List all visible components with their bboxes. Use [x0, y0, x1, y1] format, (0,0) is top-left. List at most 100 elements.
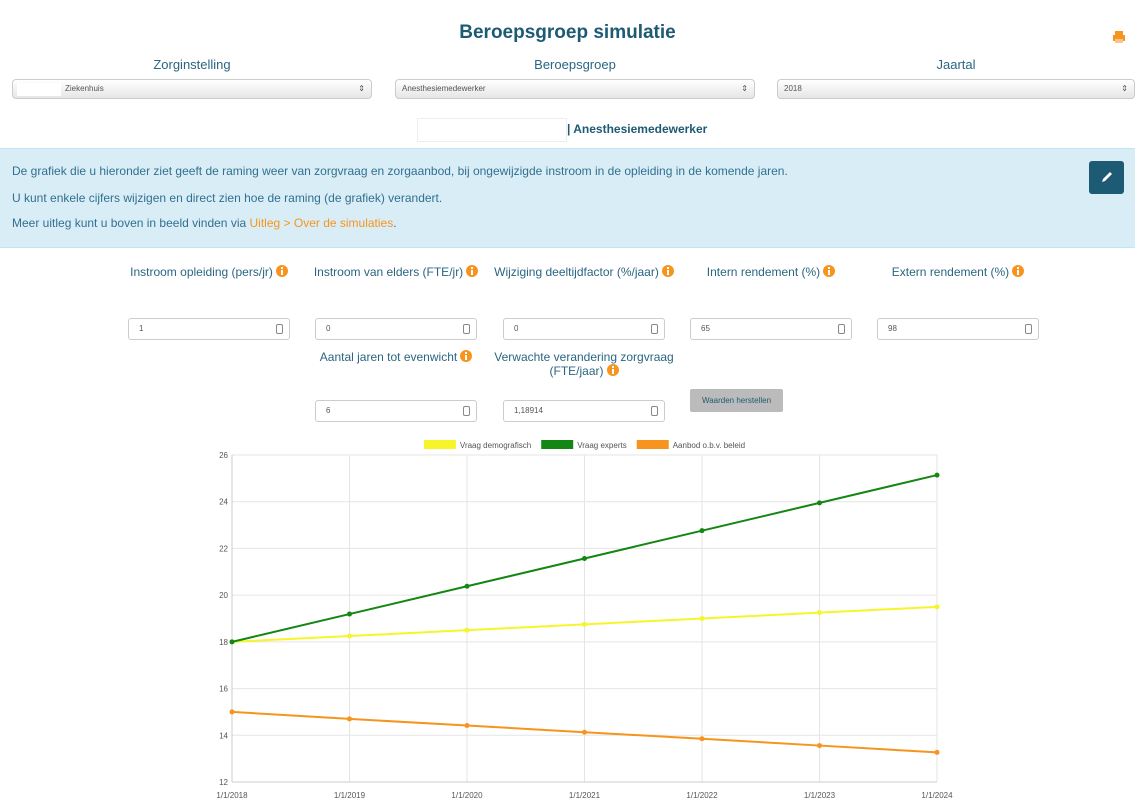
input-label-text: Extern rendement (%)	[891, 265, 1010, 279]
point	[934, 604, 940, 610]
info-line: Meer uitleg kunt u boven in beeld vinden…	[12, 216, 397, 230]
selector-label: Jaartal	[936, 57, 976, 72]
chart: 12 14 16 18 20 22 24 26 1/1/2018 1/1/2019 1/1/2020…	[216, 440, 953, 800]
legend-label: Vraag demografisch	[460, 441, 531, 450]
point	[817, 743, 822, 749]
point	[699, 616, 705, 621]
legend-label: Aanbod o.b.v. beleid	[673, 441, 745, 450]
subtitle: | Anesthesiemedewerker	[567, 122, 708, 136]
info-icon[interactable]	[275, 265, 288, 277]
y-tick-label: 20	[219, 591, 228, 600]
legend-swatch	[423, 440, 456, 449]
y-tick-label: 16	[219, 685, 228, 694]
info-icon[interactable]	[460, 350, 473, 362]
select-value: Ziekenhuis	[65, 84, 104, 93]
spinner[interactable]	[276, 324, 283, 334]
redacted	[417, 118, 567, 142]
input-value: 0	[514, 324, 519, 333]
input-label-text: Verwachte verandering zorgvraag (FTE/jaa…	[494, 350, 674, 378]
point	[229, 639, 235, 645]
spinner[interactable]	[1025, 324, 1032, 334]
y-tick-label: 18	[219, 638, 228, 647]
select[interactable]: Ziekenhuis ⇕	[12, 79, 372, 99]
number-input[interactable]: 65	[690, 318, 852, 340]
y-tick-label: 22	[219, 544, 228, 553]
number-input[interactable]: 0	[503, 318, 665, 340]
point	[699, 736, 705, 742]
select[interactable]: 2018 ⇕	[777, 79, 1135, 99]
input-label: Verwachte verandering zorgvraag (FTE/jaa…	[489, 350, 679, 378]
info-line: U kunt enkele cijfers wijzigen en direct…	[12, 191, 443, 205]
point	[582, 621, 587, 627]
info-icon[interactable]	[1012, 265, 1025, 277]
info-icon[interactable]	[661, 265, 674, 277]
point	[464, 583, 470, 589]
x-tick-label: 1/1/2019	[334, 791, 366, 800]
point	[817, 500, 822, 506]
x-tick-label: 1/1/2020	[451, 791, 483, 800]
y-tick-label: 12	[219, 778, 228, 787]
input-value: 1	[139, 324, 144, 333]
input-label: Aantal jaren tot evenwicht	[301, 350, 491, 364]
print-icon[interactable]	[1112, 30, 1126, 44]
number-input[interactable]: 1,18914	[503, 400, 665, 422]
input-label: Instroom van elders (FTE/jr)	[301, 265, 491, 279]
select[interactable]: Anesthesiemedewerker ⇕	[395, 79, 755, 99]
spinner[interactable]	[651, 324, 658, 334]
point	[934, 472, 940, 478]
info-box: De grafiek die u hieronder ziet geeft de…	[0, 148, 1135, 248]
spinner[interactable]	[463, 324, 470, 334]
spinner[interactable]	[463, 406, 470, 416]
edit-button[interactable]	[1089, 161, 1124, 194]
input-label: Intern rendement (%)	[676, 265, 866, 279]
point	[347, 611, 352, 617]
info-text: .	[393, 216, 397, 230]
input-label: Extern rendement (%)	[863, 265, 1053, 279]
selector-label: Beroepsgroep	[534, 57, 616, 72]
input-label-text: Wijziging deeltijdfactor (%/jaar)	[494, 265, 659, 279]
info-link[interactable]: Uitleg > Over de simulaties	[249, 216, 394, 230]
input-label-text: Intern rendement (%)	[706, 265, 821, 279]
number-input[interactable]: 6	[315, 400, 477, 422]
reset-button[interactable]: Waarden herstellen	[690, 389, 783, 412]
x-tick-label: 1/1/2023	[804, 791, 836, 800]
input-value: 65	[701, 324, 710, 333]
point	[582, 555, 587, 561]
point	[582, 729, 587, 735]
legend-swatch	[636, 440, 669, 449]
point	[347, 633, 352, 639]
info-icon[interactable]	[466, 265, 479, 277]
selector-label: Zorginstelling	[153, 57, 231, 72]
spinner[interactable]	[651, 406, 658, 416]
legend-label: Vraag experts	[577, 441, 627, 450]
input-label: Instroom opleiding (pers/jr)	[114, 265, 304, 279]
number-input[interactable]: 1	[128, 318, 290, 340]
y-tick-label: 26	[219, 451, 228, 460]
point	[464, 722, 470, 728]
input-value: 0	[326, 324, 331, 333]
page-title: Beroepsgroep simulatie	[459, 22, 676, 43]
x-tick-label: 1/1/2021	[569, 791, 601, 800]
input-value: 6	[326, 406, 331, 415]
point	[464, 627, 470, 633]
point	[817, 610, 822, 616]
input-label-text: Aantal jaren tot evenwicht	[319, 350, 458, 364]
point	[229, 709, 235, 715]
number-input[interactable]: 98	[877, 318, 1039, 340]
info-icon[interactable]	[823, 265, 836, 277]
input-value: 98	[888, 324, 897, 333]
x-tick-label: 1/1/2024	[921, 791, 953, 800]
input-label-text: Instroom opleiding (pers/jr)	[130, 265, 273, 279]
number-input[interactable]: 0	[315, 318, 477, 340]
legend-swatch	[541, 440, 574, 449]
point	[934, 749, 940, 755]
info-icon[interactable]	[606, 364, 619, 376]
x-tick-label: 1/1/2022	[686, 791, 718, 800]
y-tick-label: 24	[219, 498, 228, 507]
input-value: 1,18914	[514, 406, 543, 415]
y-tick-label: 14	[219, 731, 228, 740]
spinner[interactable]	[838, 324, 845, 334]
select-value: 2018	[784, 84, 802, 93]
input-label: Wijziging deeltijdfactor (%/jaar)	[489, 265, 679, 279]
